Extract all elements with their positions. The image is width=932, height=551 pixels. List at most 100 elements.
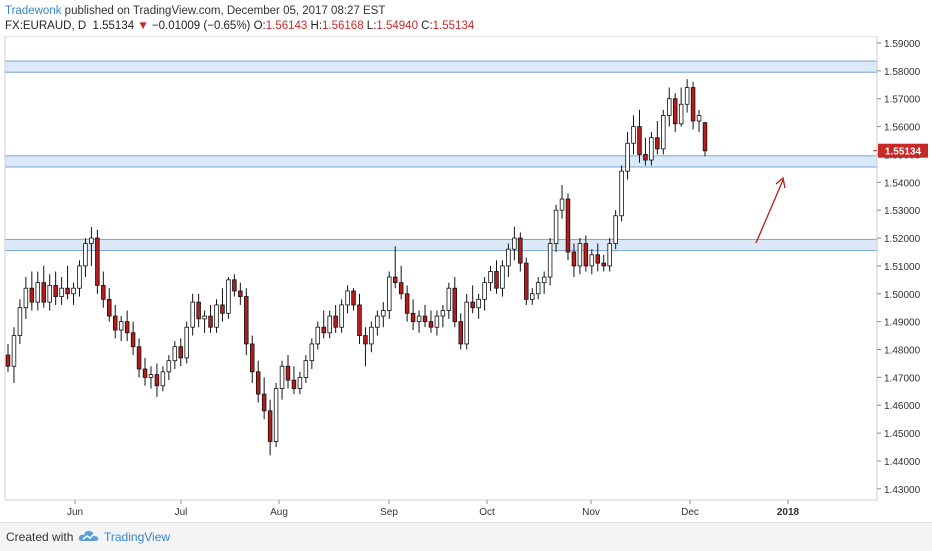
candle-body [416,315,422,323]
tradingview-cloud-icon [78,530,99,541]
x-tick-label: Dec [681,507,699,518]
y-tick-label: 1.43000 [884,485,921,496]
candle-body [655,137,660,150]
candle-body [690,87,696,122]
candle-body [196,301,201,320]
candle-body [351,290,356,306]
candle-body [643,154,648,161]
y-tick-label: 1.52000 [884,234,921,245]
candle-body [65,287,70,295]
y-tick-label: 1.46000 [884,401,921,412]
close-label: C: [421,20,433,32]
candle-body [470,301,475,309]
candle-body [166,360,172,373]
candle-body [136,346,142,370]
candle-body [101,285,106,300]
candle-body [619,170,624,217]
candle-body [238,290,243,297]
open-value: 1.56143 [265,20,308,32]
candle-body [23,287,29,309]
x-tick-label: Aug [270,507,288,518]
candle-body [369,326,374,345]
candle-body [583,243,589,267]
y-tick-label: 1.45000 [884,429,921,440]
candle-body [601,262,606,267]
candle-body [637,126,642,155]
candle-body [577,243,583,267]
candle-body [178,346,184,359]
candle-body [535,282,541,295]
candle-body [267,410,273,442]
arrow-head [775,176,786,189]
candle-body [524,262,529,300]
zone-rect [4,238,878,252]
x-tick-label: Sep [380,507,398,518]
high-value: 1.56168 [322,20,364,32]
candle-body [29,287,35,303]
last-price-text: 1.55134 [885,147,922,158]
tradingview-brand[interactable]: TradingView [104,530,171,544]
arrow-shaft [755,179,784,244]
y-tick-label: 1.54000 [884,178,921,189]
candle-body [613,215,618,245]
publish-info: Tradewonk published on TradingView.com, … [5,5,385,17]
candle-body [440,310,446,317]
candle-body [17,307,23,336]
y-tick-label: 1.58000 [884,67,921,78]
candle-body [297,376,303,389]
candle-body [250,343,255,373]
candle-body [214,304,219,328]
candle-body [95,237,100,286]
candle-body [261,393,267,412]
x-tick-label: Nov [582,507,600,518]
candle-body [422,315,428,323]
x-tick-label: 2018 [777,507,800,518]
candle-body [541,276,547,284]
candle-body [130,332,136,348]
candle-body [446,287,452,311]
price-change: −0.01009 (−0.65%) [151,20,251,32]
zone-rect [4,60,878,73]
candle-body [226,279,231,314]
candle-body [315,326,321,345]
y-tick-label: 1.48000 [884,346,921,357]
candle-body [381,310,386,317]
candle-body [678,103,684,125]
candle-body [696,115,702,122]
x-tick-label: Jul [175,507,188,518]
candle-body [208,315,213,328]
last-price-box [878,143,928,158]
created-with-text: Created with [6,530,74,544]
candle-body [309,343,315,362]
candle-body [303,360,309,378]
plot-frame [4,36,878,501]
candle-body [53,285,58,297]
candle-body [11,335,17,367]
candle-body [494,271,499,289]
candle-body [339,304,344,328]
candle-body [118,321,124,331]
candle-body [89,237,94,245]
candle-body [112,315,118,331]
zone-rect [4,155,878,168]
author-name[interactable]: Tradewonk [5,5,62,17]
high-label: H: [310,20,323,32]
y-tick-label: 1.51000 [884,262,921,273]
candle-body [202,315,207,320]
candle-body [184,326,189,359]
candle-body [154,374,160,387]
close-value: 1.55134 [432,20,475,32]
candle-body [661,115,666,150]
candle-body [702,122,708,152]
candle-body [518,237,523,264]
price-chart[interactable]: 1.43000 1.44000 1.45000 1.46000 1.47000 1.480… [0,36,932,522]
publish-text: published on TradingView.com, December 0… [64,5,386,17]
x-tick-label: Oct [479,507,495,518]
annotation-arrow [755,176,786,244]
candle-body [589,254,595,267]
candle-body [142,368,148,378]
candle-body [565,198,571,253]
candle-body [107,298,112,317]
candle-body [595,254,601,264]
candle-body [333,315,338,328]
